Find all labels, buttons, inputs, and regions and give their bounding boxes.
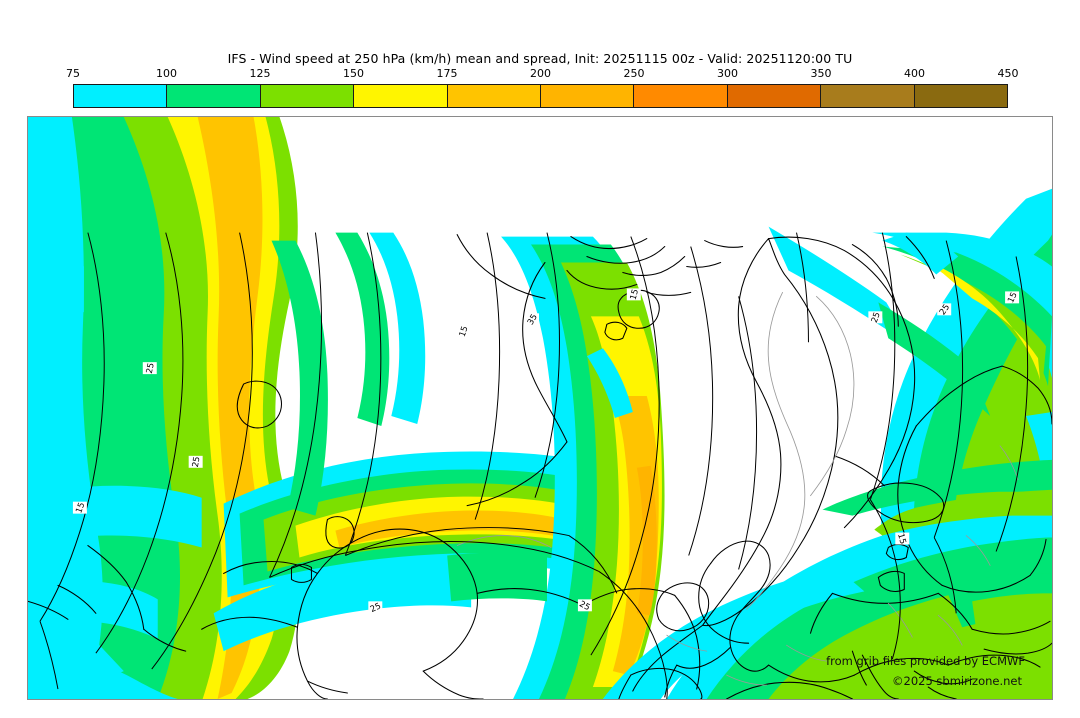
- svg-text:15: 15: [628, 288, 640, 301]
- colorbar-tick-400: 400: [904, 67, 925, 80]
- colorbar-tick-175: 175: [436, 67, 458, 80]
- colorbar-gradient: [73, 84, 1008, 108]
- svg-text:15: 15: [73, 501, 86, 515]
- colorbar-tick-250: 250: [623, 67, 645, 80]
- attribution-source: from grib files provided by ECMWF: [826, 654, 1025, 668]
- shaded-wind-field: [28, 117, 1052, 699]
- contour-label-layer: 25 35 25 25 25 25 25 15 15 15 15 15 25: [72, 288, 1020, 615]
- colorbar-segment-400-450: [914, 85, 1008, 107]
- colorbar-tick-150: 150: [343, 67, 364, 80]
- svg-text:25: 25: [144, 362, 156, 375]
- map-plot-area[interactable]: 25 35 25 25 25 25 25 15 15 15 15 15 25 f…: [27, 116, 1053, 700]
- wind-speed-contour-map: 25 35 25 25 25 25 25 15 15 15 15 15 25: [28, 117, 1052, 699]
- svg-text:15: 15: [1005, 290, 1019, 304]
- colorbar-tick-75: 75: [66, 67, 80, 80]
- coastline-layer: [28, 234, 1052, 699]
- svg-text:15: 15: [457, 325, 470, 338]
- colorbar-tick-100: 100: [156, 67, 177, 80]
- colorbar-tick-450: 450: [997, 67, 1019, 80]
- colorbar-segment-250-300: [634, 85, 728, 107]
- spread-contour-layer: [39, 232, 1029, 699]
- svg-text:25: 25: [368, 601, 382, 615]
- colorbar-tick-125: 125: [249, 67, 271, 80]
- colorbar-segment-150-175: [354, 85, 448, 107]
- colorbar-segment-200-250: [541, 85, 635, 107]
- page-title: IFS - Wind speed at 250 hPa (km/h) mean …: [227, 51, 853, 66]
- colorbar-segment-125-150: [260, 85, 355, 107]
- svg-text:35: 35: [525, 312, 539, 326]
- colorbar-tick-350: 350: [810, 67, 832, 80]
- colorbar-segment-350-400: [821, 85, 915, 107]
- colorbar-segment-175-200: [447, 85, 542, 107]
- colorbar-segment-75-100: [74, 85, 168, 107]
- svg-text:25: 25: [869, 311, 882, 325]
- svg-text:15: 15: [896, 532, 908, 545]
- colorbar-segment-300-350: [727, 85, 822, 107]
- colorbar-tick-200: 200: [530, 67, 551, 80]
- svg-text:25: 25: [190, 456, 202, 468]
- attribution-copyright: ©2025 sbmirizone.net: [892, 674, 1022, 688]
- svg-text:25: 25: [578, 598, 592, 612]
- colorbar-tick-300: 300: [717, 67, 738, 80]
- colorbar: 75 100 125 150 175 200 250 300 350 400 450: [66, 67, 1019, 108]
- colorbar-tick-labels: 75 100 125 150 175 200 250 300 350 400 450: [66, 67, 1019, 83]
- colorbar-segment-100-125: [167, 85, 261, 107]
